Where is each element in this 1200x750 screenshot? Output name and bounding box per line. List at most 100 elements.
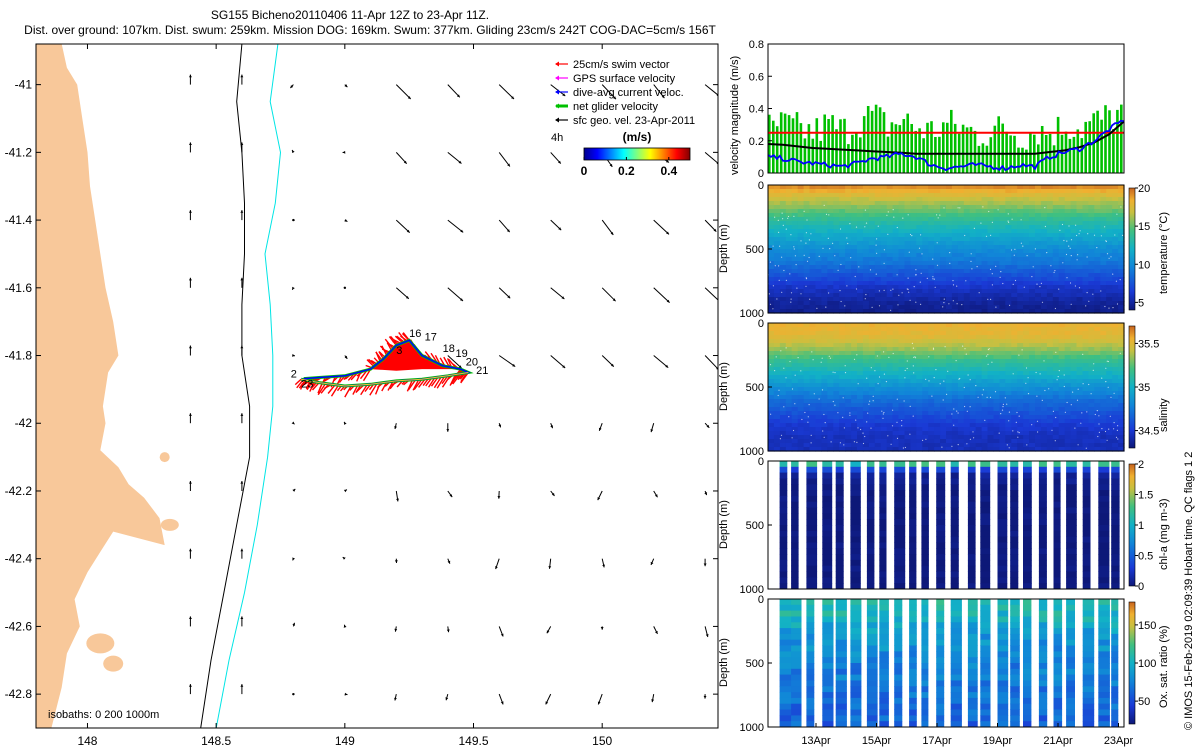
heat-cell (910, 395, 917, 400)
heat-cell (940, 245, 947, 250)
heat-cell (868, 435, 876, 440)
heat-cell (957, 249, 965, 254)
data-speckle (1063, 374, 1065, 376)
heat-cell (803, 201, 811, 206)
heat-cell (922, 419, 929, 424)
heat-cell (928, 423, 935, 428)
heat-cell (791, 407, 799, 412)
heat-cell (874, 403, 882, 408)
heat-cell (898, 443, 905, 448)
heat-cell (940, 439, 947, 444)
heat-cell (1058, 281, 1066, 286)
heat-cell (910, 261, 917, 266)
heat-cell (797, 383, 805, 388)
heat-cell (845, 391, 852, 396)
heat-cell (857, 371, 864, 376)
heat-cell (922, 189, 929, 194)
data-speckle (896, 421, 898, 423)
depth-ylabel: Depth (m) (718, 224, 730, 273)
heat-cell (946, 245, 953, 250)
heat-cell (1035, 419, 1042, 424)
heat-cell (827, 419, 834, 424)
heat-cell (969, 407, 977, 412)
heat-cell (880, 323, 888, 328)
heat-cell (910, 431, 917, 436)
heat-cell (851, 383, 858, 388)
heat-cell (1082, 387, 1089, 392)
heat-cell (1082, 371, 1089, 376)
heat-cell (874, 435, 882, 440)
data-speckle (942, 306, 944, 308)
heat-cell (1112, 427, 1119, 432)
heat-cell (1052, 363, 1060, 368)
heat-cell (957, 363, 965, 368)
heat-cell (815, 375, 822, 380)
heat-cell (1052, 293, 1060, 298)
heat-cell (1118, 241, 1125, 246)
heat-cell (1064, 367, 1072, 372)
heat-cell (946, 205, 953, 210)
heat-cell (1046, 245, 1054, 250)
heat-cell (1100, 277, 1107, 282)
heat-cell (874, 411, 882, 416)
geo-arrow-head (558, 227, 562, 231)
heat-cell (1017, 403, 1024, 408)
heat-cell (886, 249, 894, 254)
heat-cell (791, 185, 799, 190)
heat-cell (839, 297, 846, 302)
heat-cell (1112, 375, 1119, 380)
profile-cell (779, 495, 788, 503)
heat-cell (1040, 277, 1048, 282)
heat-cell (862, 189, 870, 194)
heat-cell (1118, 209, 1125, 214)
legend-time-scale: 4h (551, 132, 563, 144)
heat-cell (1005, 217, 1012, 222)
heat-cell (1118, 265, 1125, 270)
map-ytick-label: -42.6 (5, 619, 33, 633)
heat-cell (862, 435, 870, 440)
heat-cell (975, 245, 983, 250)
heat-cell (1070, 359, 1078, 364)
heat-cell (904, 241, 911, 246)
data-speckle (995, 306, 997, 308)
data-speckle (896, 274, 898, 276)
heat-cell (1023, 305, 1030, 310)
heat-cell (839, 217, 846, 222)
heat-cell (785, 281, 793, 286)
heat-cell (963, 277, 971, 282)
heat-cell (1029, 331, 1036, 336)
heat-cell (1029, 189, 1036, 194)
heat-cell (892, 293, 900, 298)
heat-cell (827, 363, 834, 368)
heat-cell (768, 387, 775, 392)
heat-cell (1046, 387, 1054, 392)
heat-cell (951, 399, 959, 404)
heat-cell (898, 447, 905, 452)
heat-cell (1046, 201, 1054, 206)
heat-cell (916, 253, 923, 258)
heat-cell (1088, 351, 1095, 356)
heat-cell (969, 185, 977, 190)
heat-cell (797, 221, 805, 226)
heat-cell (1094, 237, 1101, 242)
heat-cell (1082, 335, 1089, 340)
heat-cell (922, 297, 929, 302)
heat-cell (1005, 403, 1012, 408)
heat-cell (862, 205, 870, 210)
heat-cell (1023, 331, 1030, 336)
heat-cell (940, 281, 947, 286)
heat-cell (797, 375, 805, 380)
heat-cell (975, 391, 983, 396)
data-speckle (858, 266, 860, 268)
heat-cell (768, 375, 775, 380)
heat-cell (833, 443, 840, 448)
heat-cell (1094, 383, 1101, 388)
data-speckle (904, 446, 907, 449)
data-speckle (1054, 270, 1056, 272)
heat-cell (857, 249, 864, 254)
heat-cell (1005, 423, 1012, 428)
heat-cell (1058, 233, 1066, 238)
data-speckle (875, 244, 877, 246)
data-speckle (952, 284, 955, 286)
heat-cell (839, 347, 846, 352)
